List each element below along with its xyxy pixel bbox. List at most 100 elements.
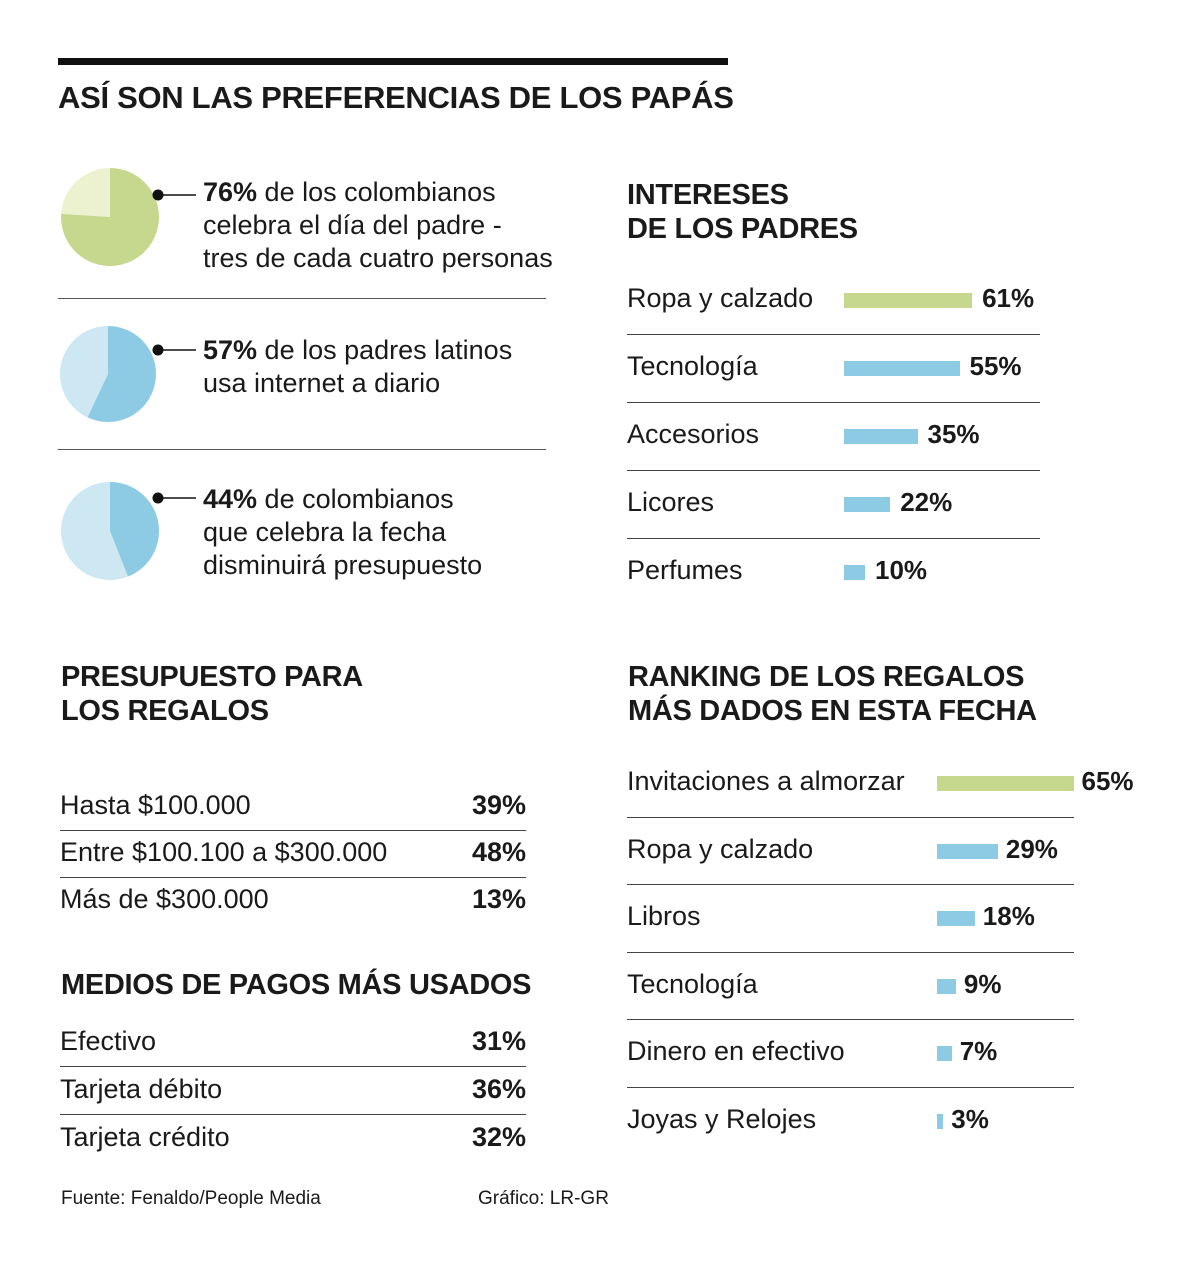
intereses-title: INTERESES DE LOS PADRES [627, 178, 858, 246]
bar-separator [627, 470, 1040, 471]
table-value: 13% [471, 884, 526, 914]
bar-label: Ropa y calzado [627, 283, 814, 313]
table-row: Tarjeta crédito 32% [60, 1116, 526, 1163]
pie-block-internet: 57% de los padres latinos usa internet a… [58, 326, 548, 426]
bar [937, 776, 1074, 791]
pie-slice-main [87, 326, 156, 422]
medios-title: MEDIOS DE PAGOS MÁS USADOS [61, 969, 532, 1001]
intereses-title-line1: INTERESES [627, 179, 789, 211]
bar-value-label: 18% [982, 901, 1035, 931]
bar [844, 429, 918, 444]
pie-slice-main [60, 168, 159, 266]
bar-label: Libros [627, 901, 701, 931]
pie-caption-line2: que celebra la fecha [203, 517, 447, 547]
bar-value-label: 10% [875, 555, 928, 585]
table-separator [60, 1114, 526, 1115]
pie-caption: 44% de colombianos que celebra la fecha … [203, 483, 593, 582]
table-row: Hasta $100.000 39% [60, 784, 526, 831]
pie-percent: 76% [203, 177, 258, 207]
table-separator [60, 830, 526, 831]
bar [937, 1113, 944, 1129]
pie-block-presupuesto: 44% de colombianos que celebra la fecha … [58, 482, 548, 582]
bar [844, 497, 891, 512]
bar-separator [627, 334, 1040, 335]
bar-value-label: 22% [900, 487, 953, 517]
table-separator [60, 1066, 526, 1067]
table-label: Más de $300.000 [60, 884, 269, 914]
bar-label: Dinero en efectivo [627, 1036, 845, 1066]
bar-separator [627, 951, 1074, 953]
presupuesto-title-line2: LOS REGALOS [61, 695, 269, 727]
table-row: Más de $300.000 13% [60, 878, 526, 925]
table-row: Entre $100.100 a $300.000 48% [60, 831, 526, 878]
pie-chart-celebra [60, 168, 196, 266]
pie-caption-line1: de colombianos [257, 484, 454, 514]
table-label: Hasta $100.000 [60, 790, 251, 820]
bar-value-label: 3% [951, 1103, 989, 1134]
ranking-title-line2: MÁS DADOS EN ESTA FECHA [628, 695, 1037, 727]
bar-label: Ropa y calzado [627, 833, 814, 864]
pie-leader-dot [152, 344, 164, 356]
top-rule [58, 58, 728, 65]
pie-slice-rest [61, 482, 129, 580]
bar-value-label: 9% [963, 968, 1002, 999]
intereses-title-line2: DE LOS PADRES [627, 213, 858, 245]
bar-separator [627, 1086, 1074, 1088]
pie-leader-dot [152, 189, 164, 201]
footer-source: Fuente: Fenaldo/People Media [61, 1188, 321, 1209]
pie-caption-line3: disminuirá presupuesto [203, 550, 483, 580]
bar-separator [627, 816, 1074, 818]
pie-caption: 57% de los padres latinos usa internet a… [203, 334, 593, 400]
bar [844, 565, 865, 580]
bar-value-label: 65% [1081, 766, 1134, 796]
bar [937, 911, 975, 926]
bar-label: Invitaciones a almorzar [627, 766, 905, 796]
bar-label: Tecnología [627, 351, 758, 381]
pie-caption-line1: de los colombianos [257, 177, 496, 207]
pie-percent: 57% [203, 335, 258, 365]
bar-value-label: 7% [959, 1036, 998, 1066]
table-separator [60, 877, 526, 878]
bar-value-label: 29% [1005, 833, 1058, 864]
pie-block-celebra: 76% de los colombianos celebra el día de… [58, 168, 553, 278]
pie-slice-rest [61, 168, 110, 217]
presupuesto-title: PRESUPUESTO PARA LOS REGALOS [61, 660, 363, 728]
pie-caption-line2: celebra el día del padre - [203, 210, 502, 240]
table-value: 48% [471, 837, 526, 867]
table-value: 32% [471, 1122, 526, 1152]
table-row: Tarjeta débito 36% [60, 1068, 526, 1115]
pie-caption-line1: de los padres latinos [257, 335, 513, 365]
bar-label: Perfumes [627, 555, 743, 585]
bar [844, 293, 973, 308]
pie-separator [58, 298, 546, 299]
bar-label: Accesorios [627, 419, 760, 449]
pie-slice-main [110, 482, 159, 577]
pie-chart-internet [60, 326, 196, 422]
table-label: Efectivo [60, 1026, 157, 1056]
bar [937, 843, 998, 859]
main-title: ASÍ SON LAS PREFERENCIAS DE LOS PAPÁS [58, 80, 734, 115]
bar-value-label: 55% [969, 351, 1022, 381]
table-label: Tarjeta débito [60, 1074, 223, 1104]
bar-label: Tecnología [627, 968, 758, 999]
ranking-title: RANKING DE LOS REGALOS MÁS DADOS EN ESTA… [628, 660, 1037, 728]
bar [937, 978, 956, 994]
pie-percent: 44% [203, 484, 258, 514]
pie-separator [58, 449, 546, 450]
pie-caption-line2: usa internet a diario [203, 368, 441, 398]
pie-slice-rest [60, 326, 108, 418]
bar [844, 361, 960, 376]
table-value: 31% [471, 1026, 526, 1056]
bar [937, 1046, 952, 1061]
footer-credit: Gráfico: LR-GR [478, 1188, 609, 1209]
bar-separator [627, 538, 1040, 539]
pie-leader-dot [152, 492, 164, 504]
table-label: Tarjeta crédito [60, 1122, 230, 1152]
table-label: Entre $100.100 a $300.000 [60, 837, 388, 867]
bar-separator [627, 884, 1074, 886]
pie-chart-presupuesto [61, 482, 196, 580]
bar-separator [627, 1019, 1074, 1021]
bar-label: Joyas y Relojes [627, 1103, 817, 1134]
bar-value-label: 61% [982, 283, 1035, 313]
bar-value-label: 35% [927, 419, 980, 449]
